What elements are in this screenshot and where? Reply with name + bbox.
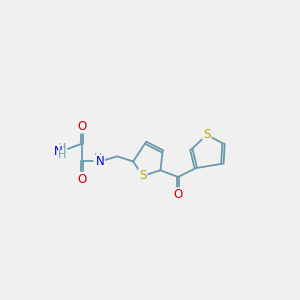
Text: O: O (77, 173, 86, 186)
Text: O: O (77, 119, 86, 133)
Text: H: H (94, 153, 102, 163)
Text: H: H (58, 142, 67, 152)
Text: H: H (58, 151, 67, 160)
Text: S: S (203, 128, 211, 141)
Text: N: N (96, 155, 104, 168)
Text: S: S (139, 169, 146, 182)
Text: O: O (173, 188, 183, 201)
Text: N: N (54, 145, 62, 158)
